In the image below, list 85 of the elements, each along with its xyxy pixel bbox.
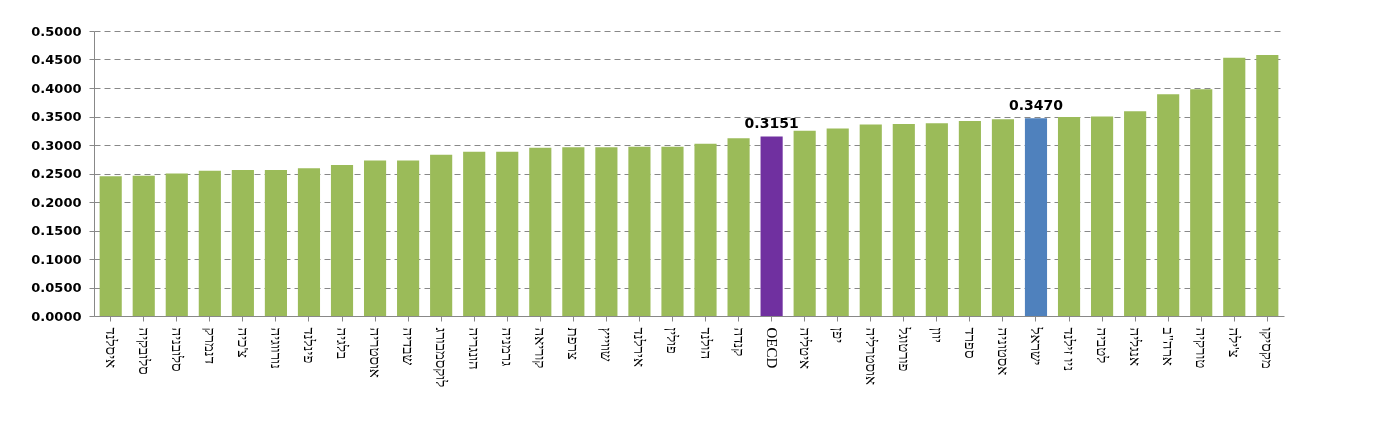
bar [1091,116,1114,316]
bar [1057,117,1081,316]
bar [231,170,254,316]
x-tick-label: אנגליה [1127,327,1144,366]
bar [165,173,188,316]
y-tick-label: 0.2500 [31,166,82,181]
bar [132,175,155,316]
y-tick-label: 0.3500 [31,109,82,124]
x-tick-label: יוון [928,327,945,343]
bar [562,147,585,316]
bar [628,146,651,316]
y-tick-label: 0.3000 [31,137,82,153]
x-tick-label: קוריאה [532,327,549,369]
x-tick-label: איסלנד [102,327,119,369]
x-tick-label: ארה"ב [1160,327,1177,366]
bar [859,124,882,316]
x-tick-label: פינלנד [300,327,317,364]
bar [529,147,552,316]
x-tick-label: אוסטריה [367,327,384,378]
y-tick-label: 0.4500 [31,52,82,67]
y-tick-label: 0.4000 [31,80,82,96]
y-tick-label: 0.2000 [31,194,82,210]
x-tick-label: מקסיקו [1259,327,1276,369]
bar [496,151,519,316]
bar [1157,94,1180,316]
x-tick-label: סלובניה [168,327,185,372]
bar [198,170,221,316]
bar [958,121,981,316]
x-tick-label: הולנד [697,327,714,360]
x-tick-label: אירלנד [631,327,648,367]
x-tick-label: טורקיה [1193,327,1210,369]
bar [1256,54,1279,316]
bar [330,164,354,316]
y-tick-label: 0.0000 [31,308,82,324]
x-tick-label: גרמניה [499,327,516,367]
x-tick-label: סלובקיה [135,327,152,375]
y-tick-label: 0.1500 [31,223,82,238]
x-tick-label: קנדה [730,327,747,357]
y-tick-label: 0.5000 [31,23,82,39]
x-tick-label: פורטוגל [895,326,912,372]
bar [661,146,684,316]
x-tick-label: יפן [829,327,846,344]
x-tick-label: הונגריה [466,327,483,370]
bar [430,154,453,316]
x-tick-label: צ'ילה [1226,327,1243,358]
bar [1223,57,1246,316]
x-tick-label: לטביה [1094,327,1111,364]
x-tick-label: בלגיה [334,327,351,360]
x-tick-label: ספרד [961,327,978,359]
x-tick-label: ישראל [1027,326,1044,366]
bar [99,176,122,316]
bar [991,119,1015,316]
bar [463,151,486,316]
bar [694,143,717,316]
bar [925,123,948,316]
bar [397,160,420,316]
x-tick-label: OECD [763,327,780,369]
x-tick-label: ניו זילנד [1061,327,1078,372]
bar [595,147,618,316]
bar [297,168,321,316]
x-tick-label: איטליה [796,327,813,370]
bar [1124,111,1147,316]
x-tick-label: פולין [664,327,681,355]
bar [760,136,783,316]
x-tick-label: צ'כיה [234,327,251,359]
bar [264,170,287,316]
x-tick-label: אסטוניה [994,327,1011,376]
x-tick-label: לוקסמבורג [433,327,450,388]
bar [892,123,915,316]
data-label: 0.3151 [744,115,799,132]
bar [1190,89,1213,316]
bar [727,138,750,316]
x-tick-label: שבדיה [400,327,417,366]
bar [793,130,816,316]
x-tick-label: דנמרק [201,327,218,364]
x-tick-label: אוסטרליה [862,327,879,385]
data-label: 0.3470 [1008,97,1064,114]
y-tick-label: 0.1000 [31,251,82,267]
x-tick-label: נורווגיה [267,327,284,369]
bar [826,128,849,316]
x-tick-label: צרפת [565,327,582,360]
bar [363,160,387,316]
bar [1024,118,1048,316]
y-tick-label: 0.0500 [31,280,82,295]
x-tick-label: שווייץ [598,327,615,362]
